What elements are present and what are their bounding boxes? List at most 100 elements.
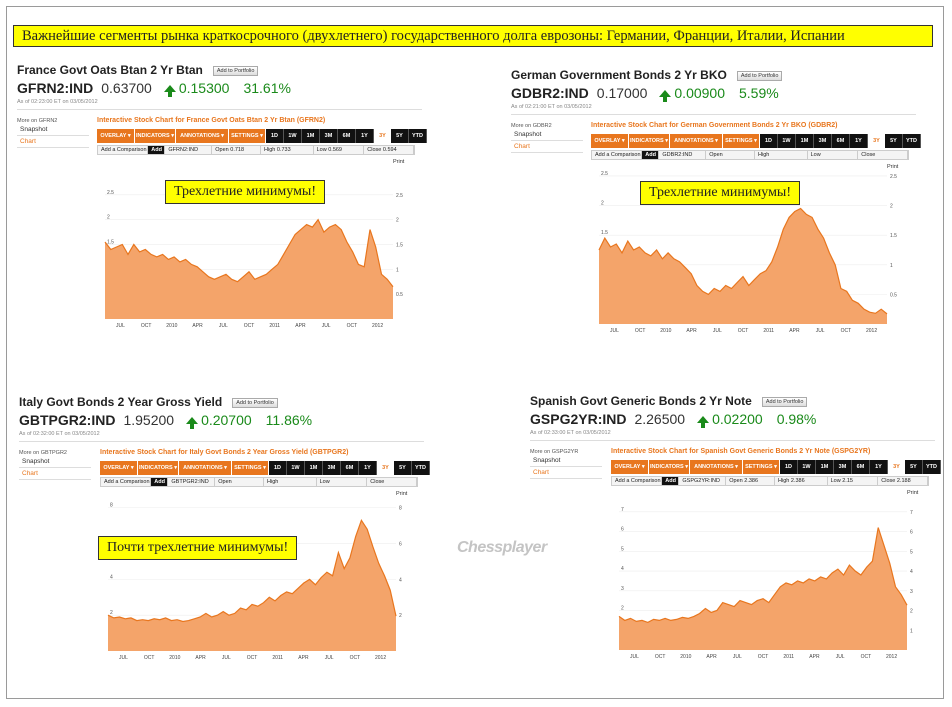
range-3y-button[interactable]: 3Y — [868, 134, 885, 148]
add-comparison-button[interactable]: Add — [642, 151, 660, 159]
toolbar-overlay-button[interactable]: OVERLAY ▾ — [611, 460, 649, 474]
range-1y-button[interactable]: 1Y — [870, 460, 888, 474]
range-1w-button[interactable]: 1W — [798, 460, 816, 474]
range-3m-button[interactable]: 3M — [320, 129, 338, 143]
toolbar-overlay-button[interactable]: OVERLAY ▾ — [100, 461, 138, 475]
chart-link[interactable]: Chart — [17, 136, 89, 148]
chart-toolbar: OVERLAY ▾ INDICATORS ▾ ANNOTATIONS ▾ SETTIN… — [97, 129, 427, 143]
toolbar-indicators-button[interactable]: INDICATORS ▾ — [138, 461, 179, 475]
range-ytd-button[interactable]: YTD — [923, 460, 941, 474]
toolbar-indicators-button[interactable]: INDICATORS ▾ — [135, 129, 176, 143]
add-comparison-input[interactable]: Add a Comparison — [592, 151, 643, 159]
range-ytd-button[interactable]: YTD — [409, 129, 427, 143]
range-3y-button[interactable]: 3Y — [888, 460, 905, 474]
toolbar-indicators-button[interactable]: INDICATORS ▾ — [649, 460, 690, 474]
print-link[interactable]: Print — [393, 159, 405, 165]
comparison-bar: Add a Comparison Add GFRN2:IND Open 0.718 Hi… — [97, 145, 415, 155]
add-comparison-button[interactable]: Add — [148, 146, 166, 154]
instrument-name: France Govt Oats Btan 2 Yr Btan — [17, 63, 203, 77]
snapshot-link[interactable]: Snapshot — [511, 129, 583, 141]
range-1d-button[interactable]: 1D — [760, 134, 778, 148]
range-1m-button[interactable]: 1M — [302, 129, 320, 143]
add-comparison-input[interactable]: Add a Comparison — [101, 478, 152, 486]
print-link[interactable]: Print — [887, 164, 899, 170]
change-value: 0.15300 — [163, 80, 229, 97]
range-ytd-button[interactable]: YTD — [412, 461, 430, 475]
toolbar-settings-button[interactable]: SETTINGS ▾ — [229, 129, 266, 143]
comparison-bar: Add a Comparison Add GDBR2:IND Open High Low C… — [591, 150, 909, 160]
chart-link[interactable]: Chart — [19, 468, 91, 480]
as-of-timestamp: As of 02:33:00 ET on 03/05/2012 — [530, 430, 611, 436]
toolbar-indicators-button[interactable]: INDICATORS ▾ — [629, 134, 670, 148]
comp-ticker: GDBR2:IND — [659, 151, 707, 159]
x-tick-label: APR — [192, 323, 203, 329]
x-tick-label: JUL — [836, 654, 845, 660]
range-1m-button[interactable]: 1M — [816, 460, 834, 474]
range-1d-button[interactable]: 1D — [780, 460, 798, 474]
snapshot-link[interactable]: Snapshot — [530, 455, 602, 467]
snapshot-link[interactable]: Snapshot — [17, 124, 89, 136]
range-5y-button[interactable]: 5Y — [391, 129, 409, 143]
price: 0.63700 — [101, 80, 152, 96]
up-arrow-icon — [697, 416, 710, 428]
range-ytd-button[interactable]: YTD — [903, 134, 921, 148]
range-3m-button[interactable]: 3M — [814, 134, 832, 148]
print-link[interactable]: Print — [396, 491, 408, 497]
add-to-portfolio-button[interactable]: Add to Portfolio — [212, 65, 259, 76]
price-chart[interactable]: 11223344556677JULOCT2010APRJULOCT2011APR… — [611, 488, 929, 662]
range-6m-button[interactable]: 6M — [832, 134, 850, 148]
range-1d-button[interactable]: 1D — [266, 129, 284, 143]
chart-link[interactable]: Chart — [530, 467, 602, 479]
comp-ticker: GFRN2:IND — [165, 146, 213, 154]
range-5y-button[interactable]: 5Y — [885, 134, 903, 148]
y-tick-label: 7 — [910, 510, 913, 516]
price: 0.17000 — [596, 85, 648, 101]
x-tick-label: 2012 — [866, 328, 877, 334]
range-1y-button[interactable]: 1Y — [850, 134, 868, 148]
y-tick-label: 4 — [110, 574, 113, 580]
chart-link[interactable]: Chart — [511, 141, 583, 153]
range-5y-button[interactable]: 5Y — [905, 460, 923, 474]
range-3m-button[interactable]: 3M — [323, 461, 341, 475]
snapshot-link[interactable]: Snapshot — [19, 456, 91, 468]
toolbar-annotations-button[interactable]: ANNOTATIONS ▾ — [690, 460, 743, 474]
toolbar-annotations-button[interactable]: ANNOTATIONS ▾ — [179, 461, 232, 475]
toolbar-annotations-button[interactable]: ANNOTATIONS ▾ — [670, 134, 723, 148]
add-comparison-button[interactable]: Add — [151, 478, 169, 486]
range-6m-button[interactable]: 6M — [852, 460, 870, 474]
print-link[interactable]: Print — [907, 490, 919, 496]
price-chart[interactable]: 0.50.5111.51.5222.52.5JULOCT2010APRJULOC… — [591, 162, 909, 336]
range-1d-button[interactable]: 1D — [269, 461, 287, 475]
range-5y-button[interactable]: 5Y — [394, 461, 412, 475]
add-to-portfolio-button[interactable]: Add to Portfolio — [736, 70, 783, 81]
add-comparison-input[interactable]: Add a Comparison — [98, 146, 149, 154]
range-1w-button[interactable]: 1W — [778, 134, 796, 148]
range-3m-button[interactable]: 3M — [834, 460, 852, 474]
toolbar-settings-button[interactable]: SETTINGS ▾ — [232, 461, 269, 475]
instrument-name: German Government Bonds 2 Yr BKO — [511, 68, 727, 82]
toolbar-overlay-button[interactable]: OVERLAY ▾ — [97, 129, 135, 143]
range-6m-button[interactable]: 6M — [341, 461, 359, 475]
quote-panel-germany: German Government Bonds 2 Yr BKO Add to P… — [511, 68, 931, 368]
range-1m-button[interactable]: 1M — [305, 461, 323, 475]
add-comparison-input[interactable]: Add a Comparison — [612, 477, 663, 485]
comp-high: High — [755, 151, 808, 159]
range-1m-button[interactable]: 1M — [796, 134, 814, 148]
add-comparison-button[interactable]: Add — [662, 477, 680, 485]
range-3y-button[interactable]: 3Y — [374, 129, 391, 143]
toolbar-settings-button[interactable]: SETTINGS ▾ — [723, 134, 760, 148]
price-chart[interactable]: 22446688JULOCT2010APRJULOCT2011APRJULOCT… — [100, 489, 418, 663]
x-tick-label: JUL — [116, 323, 125, 329]
price-chart[interactable]: 0.50.5111.51.5222.52.5JULOCT2010APRJULOC… — [97, 157, 415, 331]
range-1y-button[interactable]: 1Y — [356, 129, 374, 143]
range-1w-button[interactable]: 1W — [287, 461, 305, 475]
range-3y-button[interactable]: 3Y — [377, 461, 394, 475]
toolbar-annotations-button[interactable]: ANNOTATIONS ▾ — [176, 129, 229, 143]
range-1w-button[interactable]: 1W — [284, 129, 302, 143]
range-6m-button[interactable]: 6M — [338, 129, 356, 143]
add-to-portfolio-button[interactable]: Add to Portfolio — [232, 397, 278, 408]
toolbar-settings-button[interactable]: SETTINGS ▾ — [743, 460, 780, 474]
range-1y-button[interactable]: 1Y — [359, 461, 377, 475]
add-to-portfolio-button[interactable]: Add to Portfolio — [761, 396, 808, 407]
toolbar-overlay-button[interactable]: OVERLAY ▾ — [591, 134, 629, 148]
